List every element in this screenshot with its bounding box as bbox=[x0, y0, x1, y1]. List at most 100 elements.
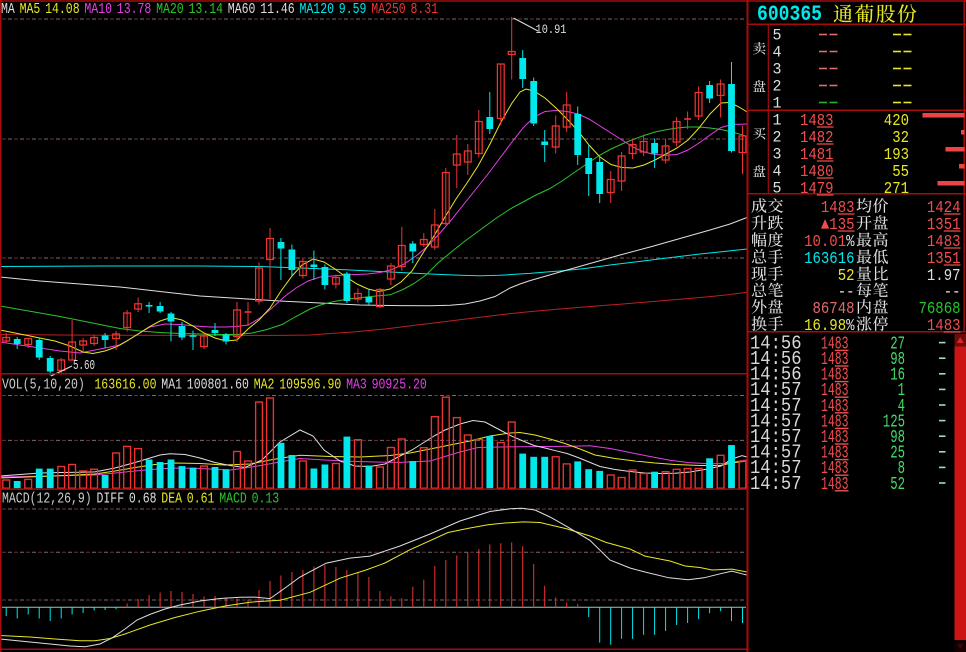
svg-text:1483: 1483 bbox=[821, 366, 849, 386]
svg-text:10.01: 10.01 bbox=[804, 233, 846, 252]
svg-text:MACD(12,26,9): MACD(12,26,9) bbox=[2, 492, 92, 508]
svg-text:1483: 1483 bbox=[821, 397, 849, 417]
svg-text:1479: 1479 bbox=[800, 180, 834, 199]
svg-text:1483: 1483 bbox=[821, 334, 849, 354]
svg-text:5.60: 5.60 bbox=[73, 359, 95, 374]
svg-text:1483: 1483 bbox=[821, 475, 849, 495]
svg-text:MA5: MA5 bbox=[20, 2, 41, 18]
svg-text:MA1: MA1 bbox=[161, 378, 182, 394]
svg-text:0.61: 0.61 bbox=[187, 492, 215, 508]
svg-text:3: 3 bbox=[773, 61, 782, 79]
svg-text:1483: 1483 bbox=[927, 233, 961, 252]
svg-text:14:56: 14:56 bbox=[750, 348, 802, 370]
svg-text:8: 8 bbox=[898, 458, 905, 479]
svg-text:1483: 1483 bbox=[821, 459, 849, 479]
svg-text:MA60: MA60 bbox=[228, 2, 256, 18]
svg-text:125: 125 bbox=[883, 411, 905, 432]
svg-text:0.68: 0.68 bbox=[129, 492, 157, 508]
svg-text:1480: 1480 bbox=[800, 163, 834, 182]
svg-text:109596.90: 109596.90 bbox=[279, 378, 341, 394]
svg-text:16: 16 bbox=[890, 365, 905, 386]
svg-text:2: 2 bbox=[773, 78, 782, 96]
svg-text:14:56: 14:56 bbox=[750, 332, 802, 354]
svg-text:--: -- bbox=[838, 284, 855, 303]
svg-text:5: 5 bbox=[773, 180, 782, 198]
svg-text:76868: 76868 bbox=[919, 300, 961, 319]
svg-text:10.91: 10.91 bbox=[536, 22, 567, 37]
svg-text:600365: 600365 bbox=[757, 2, 822, 27]
svg-text:11.46: 11.46 bbox=[260, 2, 295, 18]
svg-text:271: 271 bbox=[884, 180, 909, 199]
svg-text:8.31: 8.31 bbox=[411, 2, 439, 18]
svg-text:4: 4 bbox=[773, 163, 782, 181]
svg-text:1483: 1483 bbox=[821, 412, 849, 432]
svg-text:1: 1 bbox=[773, 95, 782, 113]
svg-text:86748: 86748 bbox=[813, 300, 855, 319]
svg-text:1481: 1481 bbox=[800, 146, 834, 165]
svg-text:MA20: MA20 bbox=[156, 2, 184, 18]
svg-text:1483: 1483 bbox=[800, 112, 834, 131]
svg-text:52: 52 bbox=[890, 474, 905, 495]
svg-text:4: 4 bbox=[773, 44, 782, 62]
svg-text:1351: 1351 bbox=[927, 250, 961, 269]
svg-text:32: 32 bbox=[892, 129, 909, 148]
svg-text:MA3: MA3 bbox=[346, 378, 367, 394]
svg-text:98: 98 bbox=[890, 427, 905, 448]
svg-text:420: 420 bbox=[884, 112, 909, 131]
svg-text:14:56: 14:56 bbox=[750, 364, 802, 386]
svg-text:1: 1 bbox=[773, 112, 782, 130]
svg-text:MA: MA bbox=[1, 2, 15, 18]
svg-text:13.14: 13.14 bbox=[189, 2, 224, 18]
svg-text:52: 52 bbox=[838, 267, 855, 286]
svg-text:MA2: MA2 bbox=[254, 378, 275, 394]
svg-text:1482: 1482 bbox=[800, 129, 834, 148]
svg-text:DEA: DEA bbox=[161, 492, 182, 508]
svg-text:1: 1 bbox=[898, 380, 905, 401]
svg-text:14:57: 14:57 bbox=[750, 426, 802, 448]
svg-text:1424: 1424 bbox=[927, 199, 961, 218]
svg-text:1483: 1483 bbox=[821, 199, 855, 218]
svg-text:▲: ▲ bbox=[821, 216, 830, 235]
svg-text:90925.20: 90925.20 bbox=[372, 378, 427, 394]
svg-text:9.59: 9.59 bbox=[339, 2, 367, 18]
svg-text:14:57: 14:57 bbox=[750, 442, 802, 464]
svg-text:MA120: MA120 bbox=[300, 2, 335, 18]
svg-text:2: 2 bbox=[773, 129, 782, 147]
svg-text:100801.60: 100801.60 bbox=[187, 378, 249, 394]
svg-text:14:57: 14:57 bbox=[750, 410, 802, 432]
svg-text:193: 193 bbox=[884, 146, 909, 165]
svg-text:DIFF: DIFF bbox=[97, 492, 125, 508]
svg-text:14:57: 14:57 bbox=[750, 473, 802, 495]
svg-text:MA250: MA250 bbox=[371, 2, 406, 18]
svg-text:MA10: MA10 bbox=[84, 2, 112, 18]
svg-text:1483: 1483 bbox=[821, 444, 849, 464]
svg-text:14:57: 14:57 bbox=[750, 457, 802, 479]
svg-text:5: 5 bbox=[773, 27, 782, 45]
svg-text:%: % bbox=[846, 233, 855, 252]
svg-text:14.08: 14.08 bbox=[45, 2, 80, 18]
svg-text:%: % bbox=[846, 317, 855, 336]
svg-text:1483: 1483 bbox=[821, 381, 849, 401]
svg-text:MACD: MACD bbox=[219, 492, 247, 508]
svg-text:1483: 1483 bbox=[821, 350, 849, 370]
svg-text:135: 135 bbox=[829, 216, 854, 235]
svg-text:--: -- bbox=[944, 284, 961, 303]
svg-text:55: 55 bbox=[892, 163, 909, 182]
svg-text:1351: 1351 bbox=[927, 216, 961, 235]
svg-text:13.78: 13.78 bbox=[117, 2, 152, 18]
svg-text:98: 98 bbox=[890, 349, 905, 370]
svg-text:16.98: 16.98 bbox=[804, 317, 846, 336]
svg-text:4: 4 bbox=[898, 396, 905, 417]
svg-text:1483: 1483 bbox=[927, 317, 961, 336]
svg-text:163616: 163616 bbox=[804, 250, 854, 269]
svg-text:VOL(5,10,20): VOL(5,10,20) bbox=[2, 378, 85, 394]
svg-text:27: 27 bbox=[890, 333, 905, 354]
svg-text:163616.00: 163616.00 bbox=[94, 378, 156, 394]
svg-text:0.13: 0.13 bbox=[252, 492, 280, 508]
svg-text:3: 3 bbox=[773, 146, 782, 164]
svg-text:25: 25 bbox=[890, 443, 905, 464]
svg-text:14:57: 14:57 bbox=[750, 379, 802, 401]
svg-text:1483: 1483 bbox=[821, 428, 849, 448]
svg-text:14:57: 14:57 bbox=[750, 395, 802, 417]
svg-text:1.97: 1.97 bbox=[927, 267, 961, 286]
